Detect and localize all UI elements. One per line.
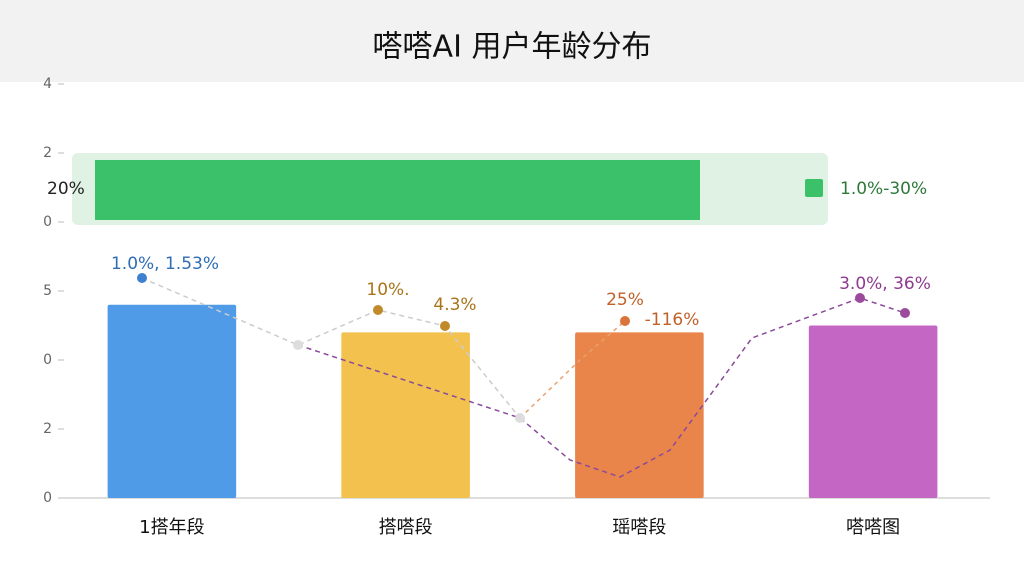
annotation: -116% xyxy=(645,310,700,330)
bar xyxy=(341,332,470,498)
annotation: 1.0%, 1.53% xyxy=(111,254,219,274)
annotation: 4.3% xyxy=(433,295,476,315)
banner-bar xyxy=(95,160,700,220)
decor-dot xyxy=(515,413,525,423)
header-band xyxy=(0,0,1024,82)
decor-dot xyxy=(855,293,865,303)
banner-left-label: 20% xyxy=(47,179,85,199)
decor-dot xyxy=(137,273,147,283)
annotation: 25% xyxy=(606,290,644,310)
legend-swatch xyxy=(805,179,823,197)
x-tick-label: 搭嗒段 xyxy=(379,517,433,538)
x-tick-label: 1搭年段 xyxy=(139,517,204,538)
y-tick-label: 0 xyxy=(43,352,52,368)
annotation: 10%. xyxy=(366,280,409,300)
y-tick-label: 2 xyxy=(43,421,52,437)
decor-line xyxy=(519,320,626,419)
bar xyxy=(107,304,237,498)
y-tick-label: 5 xyxy=(43,283,52,299)
decor-dot xyxy=(440,321,450,331)
legend-label: 1.0%-30% xyxy=(840,179,927,199)
y-tick-label: 2 xyxy=(43,145,52,161)
decor-dot xyxy=(900,308,910,318)
x-tick-label: 瑶嗒段 xyxy=(612,517,666,538)
bar xyxy=(575,332,704,498)
decor-dot xyxy=(293,340,303,350)
decor-line xyxy=(297,297,906,478)
annotation: 3.0%, 36% xyxy=(839,274,931,294)
y-tick-label: 0 xyxy=(43,214,52,230)
decor-dot xyxy=(620,316,630,326)
decor-dot xyxy=(373,305,383,315)
y-tick-label: 4 xyxy=(43,76,52,92)
x-tick-label: 嗒嗒图 xyxy=(846,517,900,538)
y-tick-label: 0 xyxy=(43,490,52,506)
bar xyxy=(808,325,938,498)
chart-title: 嗒嗒AI 用户年龄分布 xyxy=(373,30,652,65)
